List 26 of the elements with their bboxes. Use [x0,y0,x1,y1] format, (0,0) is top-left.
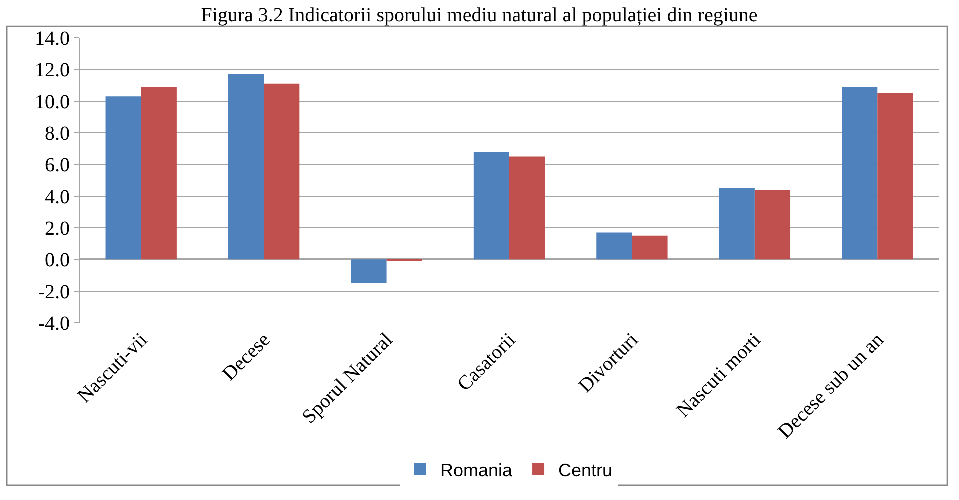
legend-label: Centru [558,460,613,480]
y-tick-label: -2.0 [38,281,70,304]
y-tick-label: 6.0 [45,154,70,177]
bar [596,232,632,260]
bar [228,74,264,260]
bar [842,87,878,260]
bar [474,152,510,260]
bar [141,87,177,260]
y-tick-label: 4.0 [45,186,70,208]
y-tick-label: 14.0 [35,28,70,50]
bar [719,188,755,260]
y-tick-label: 12.0 [35,60,70,82]
y-tick-label: 10.0 [35,91,70,114]
y-tick-label: 0.0 [45,250,70,272]
bar [878,93,914,260]
bar [510,156,546,260]
y-tick-label: 2.0 [45,218,70,240]
bar [106,96,142,260]
chart-title: Figura 3.2 Indicatorii sporului mediu natural al populației din regiune [201,4,758,26]
bar [264,84,300,260]
bar [754,190,791,260]
y-tick-label: 8.0 [45,123,70,145]
bar [351,260,387,284]
y-tick-label: -4.0 [38,313,70,335]
bar [632,236,668,260]
legend-label: Romania [440,460,514,480]
